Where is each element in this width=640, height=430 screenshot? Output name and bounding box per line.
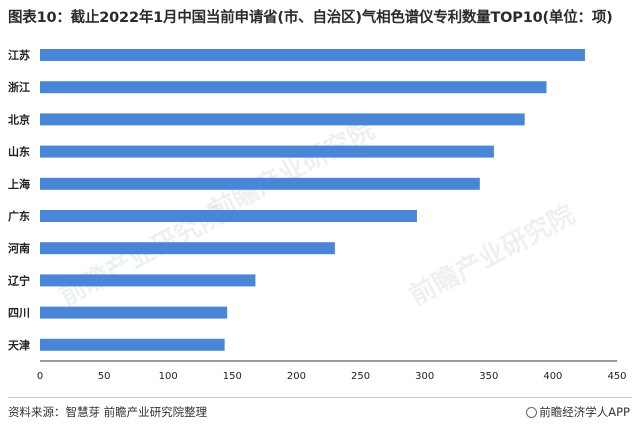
chart-title: 图表10：截止2022年1月中国当前申请省(市、自治区)气相色谱仪专利数量TOP…	[8, 10, 613, 26]
x-tick-label: 450	[607, 371, 626, 382]
category-label: 河南	[8, 241, 30, 255]
brand-label: 前瞻经济学人APP	[526, 404, 630, 420]
category-label: 广东	[8, 209, 30, 223]
x-tick-label: 50	[98, 371, 111, 382]
category-label: 江苏	[8, 48, 30, 62]
bar-山东	[40, 145, 494, 158]
bar-广东	[40, 210, 417, 222]
bars-group	[40, 49, 585, 351]
category-label: 山东	[8, 145, 30, 159]
category-label: 辽宁	[8, 273, 30, 287]
footer: 资料来源：智慧芽 前瞻产业研究院整理 前瞻经济学人APP	[0, 394, 640, 430]
bar-天津	[40, 338, 225, 351]
x-tick-label: 150	[223, 371, 242, 382]
source-note: 资料来源：智慧芽 前瞻产业研究院整理	[8, 405, 208, 419]
footer-divider	[8, 397, 632, 398]
bar-江苏	[40, 49, 585, 61]
category-label: 浙江	[8, 80, 30, 94]
x-axis-ticks: 0 50 100 150 200 250 300 350 400 450	[37, 371, 627, 382]
category-label: 天津	[8, 338, 30, 352]
bar-北京	[40, 113, 525, 126]
x-tick-label: 400	[543, 371, 562, 382]
category-label: 北京	[8, 112, 30, 126]
bar-河南	[40, 242, 335, 255]
bar-浙江	[40, 81, 547, 94]
x-tick-label: 300	[415, 371, 434, 382]
bar-上海	[40, 177, 480, 190]
x-tick-label: 100	[159, 371, 178, 382]
bar-辽宁	[40, 274, 256, 287]
category-label: 四川	[8, 307, 30, 320]
x-tick-label: 0	[37, 371, 43, 382]
x-tick-label: 200	[287, 371, 306, 382]
x-tick-label: 250	[351, 371, 370, 382]
bar-四川	[40, 306, 228, 319]
brand-logo-icon	[526, 407, 538, 418]
category-label: 上海	[8, 177, 30, 191]
brand-text: 前瞻经济学人APP	[539, 405, 630, 419]
x-tick-label: 350	[479, 371, 498, 382]
